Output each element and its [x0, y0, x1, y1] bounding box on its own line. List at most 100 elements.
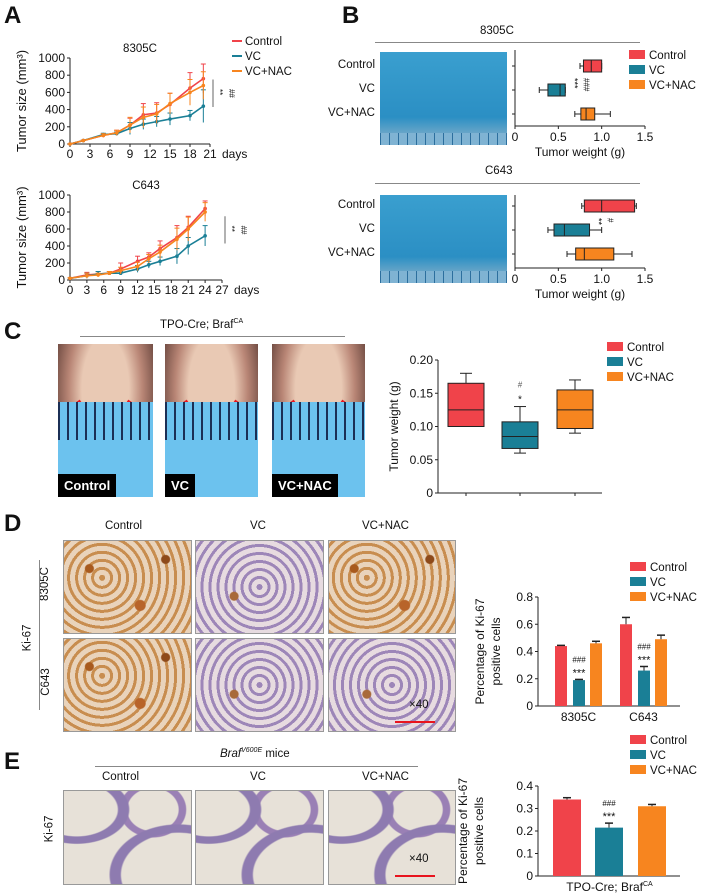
data-point — [128, 123, 132, 127]
magnification-label: ×40 — [409, 699, 429, 711]
magnification-label: ×40 — [409, 853, 429, 865]
ihc-mouse-control — [63, 790, 192, 885]
legend-swatch — [629, 65, 645, 74]
x-category-label: TPO-Cre; BrafCA — [566, 880, 653, 894]
x-tick-label: 0 — [512, 272, 519, 286]
x-tick-label: 6 — [100, 283, 107, 297]
legend-label-control: Control — [627, 342, 664, 354]
bar-vc — [595, 827, 623, 876]
mouse-photo-vc: VC — [165, 344, 258, 497]
legend-label-control: Control — [650, 735, 687, 747]
x-axis-label: Tumor weight (g) — [535, 287, 625, 301]
ihc-mouse-vc — [195, 790, 324, 885]
y-tick-label: 400 — [45, 239, 65, 253]
legend-swatch — [630, 765, 646, 774]
legend-label-control: Control — [650, 562, 687, 574]
y-tick-label: 600 — [45, 85, 65, 99]
y-tick-label: 0.2 — [516, 824, 533, 838]
data-point — [141, 115, 146, 120]
data-point — [158, 259, 162, 264]
bar-vc — [573, 680, 585, 706]
scale-bar — [395, 721, 435, 723]
legend-label-vc-nac: VC+NAC — [650, 765, 697, 777]
significance-hash: ## — [227, 89, 236, 98]
legend-label-control: Control — [649, 50, 686, 62]
mouse-photo-control: Control — [58, 344, 153, 497]
x-tick-label: 1.0 — [593, 130, 610, 144]
significance-star: ** — [215, 89, 224, 95]
y-tick-label: 0 — [426, 486, 433, 500]
panel-c-title: TPO-Cre; BrafCA — [160, 318, 243, 331]
legend-swatch — [630, 562, 646, 571]
data-point — [158, 250, 162, 254]
legend-label-vc: VC — [650, 577, 666, 589]
panel-e-title-rest: mice — [262, 747, 290, 760]
y-tick-label: 0.6 — [516, 617, 533, 631]
x-tick-label: 18 — [165, 283, 179, 297]
y-tick-label: 1000 — [38, 51, 65, 65]
panel-c-divider — [80, 336, 345, 337]
significance-star: * — [518, 395, 522, 406]
ihc-c643-control — [63, 638, 192, 732]
box-vc-nac — [580, 107, 596, 121]
row-label-control: Control — [337, 59, 375, 71]
significance-star: ** — [227, 226, 236, 232]
legend-swatch — [630, 750, 646, 759]
x-tick-label: 0 — [512, 130, 519, 144]
panel-label-e: E — [4, 748, 21, 775]
y-tick-label: 0.8 — [516, 590, 533, 604]
y-axis-label: positive cells — [489, 617, 503, 685]
data-point — [201, 104, 206, 108]
y-tick-label: 0.05 — [410, 453, 434, 467]
significance-hash: # — [606, 218, 615, 223]
ihc-c643-vc — [195, 638, 324, 732]
significance-hash: ### — [637, 642, 651, 651]
x-tick-label: 12 — [143, 147, 157, 161]
series-line-control — [69, 77, 204, 145]
x-tick-label: 3 — [87, 147, 94, 161]
data-point — [114, 131, 119, 135]
category-sup: CA — [643, 881, 653, 888]
x-tick-label: 21 — [182, 283, 196, 297]
row-label-vc: VC — [359, 223, 375, 235]
y-tick-label: 0 — [526, 869, 533, 883]
x-axis-label: Tumor weight (g) — [535, 145, 625, 159]
data-point — [186, 244, 191, 248]
data-point — [203, 210, 207, 214]
col-header-vc: VC — [250, 771, 266, 783]
x-category-label: C643 — [629, 710, 658, 724]
legend-label-vc: VC — [245, 51, 261, 63]
y-axis-label: Percentage of Ki-67 — [473, 598, 487, 704]
significance-star: *** — [638, 654, 652, 666]
x-tick-label: 24 — [198, 283, 212, 297]
legend-label-vc: VC — [627, 357, 643, 369]
row-divider — [39, 560, 40, 710]
box-vc — [553, 223, 591, 237]
data-point — [147, 256, 151, 261]
data-point — [147, 262, 151, 267]
legend-label-control: Control — [245, 36, 282, 48]
row-label-vc: VC — [359, 83, 375, 95]
legend-swatch — [607, 357, 623, 366]
ruler — [165, 402, 258, 497]
bar-vc-nac — [655, 639, 667, 706]
bar-vc-nac — [590, 643, 602, 706]
x-tick-label: 18 — [183, 147, 197, 161]
x-tick-label: 15 — [148, 283, 162, 297]
legend-label-vc: VC — [649, 65, 665, 77]
ihc-8305c-vc — [195, 540, 324, 634]
x-tick-label: 1.5 — [637, 130, 654, 144]
panel-c-title-sup: CA — [233, 318, 244, 325]
col-header-control: Control — [102, 771, 140, 783]
col-header-vc-nac: VC+NAC — [362, 771, 409, 783]
col-header-vc-nac: VC+NAC — [362, 520, 409, 532]
data-point — [118, 268, 123, 273]
box-control — [447, 382, 485, 427]
panel-b-divider — [375, 183, 640, 184]
legend-label-vc-nac: VC+NAC — [627, 372, 674, 384]
y-axis-label: Tumor size (mm³) — [14, 50, 29, 152]
tumor-photo-8305c — [380, 52, 507, 145]
data-point — [85, 273, 89, 278]
x-tick-label: 15 — [163, 147, 177, 161]
